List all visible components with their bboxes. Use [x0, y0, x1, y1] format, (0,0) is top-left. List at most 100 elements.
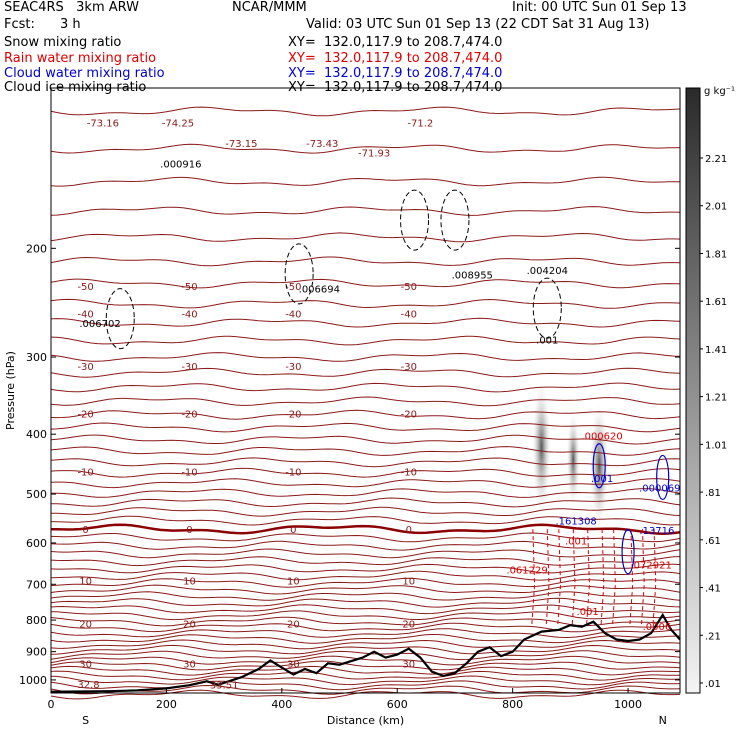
temperature-isoline	[50, 563, 681, 574]
temperature-isoline	[50, 584, 681, 595]
temperature-isoline	[50, 176, 681, 187]
north-label: N	[659, 714, 667, 727]
temperature-isoline	[50, 515, 681, 526]
temperature-isoline	[50, 591, 681, 601]
extremum-label: .072921	[630, 560, 671, 571]
temperature-label: 0	[290, 525, 296, 536]
terrain-layer	[50, 612, 681, 693]
cloud-water-contour	[656, 454, 670, 501]
temperature-isoline	[50, 670, 681, 681]
temperature-isoline	[50, 446, 681, 456]
temperature-label: 10	[79, 576, 92, 587]
extremum-label: .000916	[160, 160, 201, 171]
extremum-label: .004204	[527, 266, 568, 277]
colorbar: 2.21 2.01 1.81 1.61 1.41 1.21 1.01 .81 .61 .41 .21…	[685, 86, 735, 694]
legend-rain-xy: XY= 132.0,117.9 to 208.7,474.0	[288, 51, 503, 66]
org-label: NCAR/MMM	[232, 0, 307, 15]
temperature-label: -50	[77, 282, 93, 293]
temperature-label: -40	[181, 309, 197, 320]
temperature-label: -30	[181, 362, 197, 373]
rain-water-contour	[640, 529, 645, 627]
model-title: SEAC4RS 3km ARW	[4, 0, 140, 15]
temperature-isoline	[51, 497, 681, 508]
y-tick-label: 400	[26, 428, 47, 441]
temperature-isoline	[50, 570, 681, 581]
cloud-water-contour	[621, 529, 635, 575]
temperature-isoline	[50, 278, 681, 289]
extremum-label: .001	[536, 335, 558, 346]
temperature-isoline	[51, 610, 681, 621]
temperature-isoline	[50, 548, 681, 559]
temperature-label: -20	[401, 409, 417, 420]
fcst-label: Fcst:	[4, 17, 35, 32]
rain-water-contour	[629, 529, 634, 627]
temperature-label: -73.15	[225, 139, 257, 150]
south-label: S	[82, 714, 89, 727]
temperature-isoline	[50, 665, 681, 676]
extremum-label: .006702	[79, 319, 120, 330]
temperature-isoline	[50, 655, 681, 666]
y-tick-label: 700	[26, 578, 47, 591]
colorbar-bar	[685, 87, 701, 694]
temperature-label: 20	[79, 619, 92, 630]
colorbar-tick-label: 2.01	[705, 202, 727, 213]
extremum-label: .000620	[581, 432, 622, 443]
temperature-label: 0	[406, 525, 412, 536]
extremum-label: 32.8	[77, 680, 99, 691]
plot-frame	[50, 87, 681, 694]
y-tick-label: 500	[26, 488, 47, 501]
temperature-label: 0	[82, 525, 88, 536]
temperature-label: 0	[186, 525, 192, 536]
extremum-label: 33.51	[210, 680, 239, 691]
x-tick-label: 800	[502, 698, 523, 711]
temperature-isoline	[50, 467, 681, 478]
x-tick-label: 600	[387, 698, 408, 711]
terrain-surface	[50, 612, 681, 693]
temperature-label: 20	[402, 619, 415, 630]
cloud-ice-contour	[532, 277, 562, 339]
temperature-label: -74.25	[162, 118, 194, 129]
extremum-label: .061229	[506, 565, 547, 576]
temperature-isoline	[50, 680, 681, 691]
extremum-label: .001	[591, 474, 613, 485]
temperature-isoline	[50, 597, 681, 608]
y-tick-label: 800	[26, 614, 47, 627]
temperature-isoline	[50, 457, 681, 468]
temperature-isoline	[50, 396, 681, 407]
rain-water-contour	[611, 529, 616, 627]
y-tick-label: 200	[26, 242, 47, 255]
y-axis-label: Pressure (hPa)	[4, 351, 17, 430]
temperature-isoline	[50, 556, 681, 567]
hydrometeor-contours	[105, 189, 670, 627]
colorbar-tick-label: 1.41	[705, 345, 727, 356]
legend-snow-xy: XY= 132.0,117.9 to 208.7,474.0	[288, 35, 503, 50]
temperature-isoline	[50, 628, 681, 639]
temperature-label: 10	[287, 576, 300, 587]
temperature-label: -30	[285, 362, 301, 373]
extremum-label: .000069	[639, 483, 680, 494]
extremum-label: .0006	[643, 622, 672, 633]
temperature-isoline	[50, 604, 681, 615]
contour-labels: .000916 .006702 .006694 .008955 .004204 .001.…	[77, 160, 680, 692]
temperature-label: -10	[285, 468, 301, 479]
temperature-isoline	[50, 367, 681, 378]
temperature-isoline	[50, 650, 681, 661]
extremum-label: .161308	[555, 516, 596, 527]
init-time: Init: 00 UTC Sun 01 Sep 13	[512, 0, 687, 15]
temperature-label: -40	[285, 309, 301, 320]
temperature-isoline	[50, 434, 681, 445]
temperature-isoline	[50, 422, 681, 433]
temperature-label: -40	[401, 309, 417, 320]
temperature-isoline	[50, 634, 681, 644]
temperature-isoline	[50, 352, 681, 362]
temperature-isoline	[50, 317, 681, 328]
y-tick-label: 900	[26, 646, 47, 659]
temperature-isoline	[50, 689, 681, 700]
temperature-isoline	[50, 478, 681, 489]
cloud-water-contour	[592, 443, 606, 489]
valid-time: Valid: 03 UTC Sun 01 Sep 13 (22 CDT Sat …	[306, 17, 650, 32]
temperature-isoline	[50, 143, 681, 154]
extremum-label: .001	[565, 536, 587, 547]
cloud-ice-contour	[440, 189, 470, 251]
